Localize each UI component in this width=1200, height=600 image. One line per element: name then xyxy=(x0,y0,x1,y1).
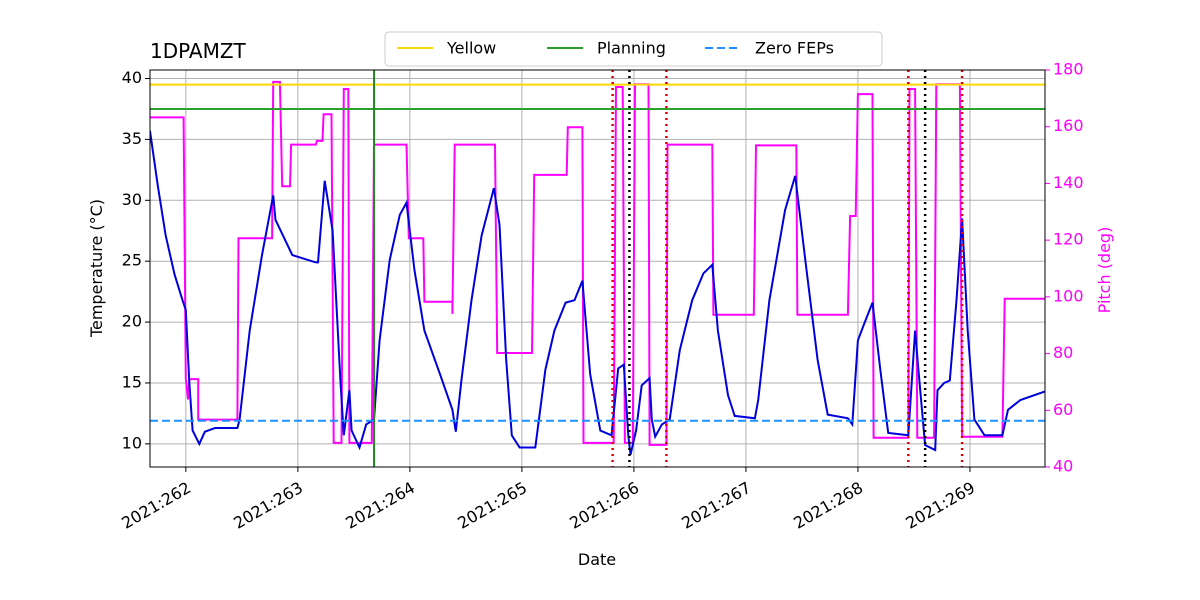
plot-area xyxy=(150,70,1045,467)
legend-label: Yellow xyxy=(446,39,496,58)
y-tick-label: 15 xyxy=(122,372,142,391)
y2-tick-label: 40 xyxy=(1053,457,1073,476)
x-tick-label: 2021:262 xyxy=(118,478,194,533)
plot-frame xyxy=(149,69,1046,468)
y2-tick-label: 120 xyxy=(1053,230,1084,249)
legend-box xyxy=(384,31,883,67)
y-tick-label: 30 xyxy=(122,190,142,209)
chart-title: 1DPAMZT xyxy=(150,39,247,63)
y2-tick-label: 100 xyxy=(1053,286,1084,305)
series-line xyxy=(150,80,1045,446)
x-axis-label: Date xyxy=(578,550,616,569)
y-tick-label: 25 xyxy=(122,251,142,270)
x-tick-label: 2021:266 xyxy=(566,478,642,533)
y2-tick-label: 160 xyxy=(1053,116,1084,135)
x-tick-label: 2021:267 xyxy=(678,478,754,533)
series-line xyxy=(150,130,1045,456)
x-tick-label: 2021:269 xyxy=(902,478,978,533)
y2-tick-label: 60 xyxy=(1053,400,1073,419)
y2-axis-label: Pitch (deg) xyxy=(1095,227,1114,314)
legend-label: Zero FEPs xyxy=(755,39,834,58)
x-tick-label: 2021:268 xyxy=(790,478,866,533)
x-tick-label: 2021:265 xyxy=(454,478,530,533)
y2-tick-label: 140 xyxy=(1053,173,1084,192)
y-tick-label: 20 xyxy=(122,312,142,331)
y-tick-label: 35 xyxy=(122,129,142,148)
x-tick-label: 2021:263 xyxy=(230,478,306,533)
y-axis-label: Temperature (°C) xyxy=(87,199,106,338)
y2-tick-label: 180 xyxy=(1053,60,1084,79)
legend-label: Planning xyxy=(597,39,666,58)
y-tick-label: 10 xyxy=(122,433,142,452)
y-tick-label: 40 xyxy=(122,68,142,87)
x-tick-label: 2021:264 xyxy=(342,478,418,533)
y2-tick-label: 80 xyxy=(1053,343,1073,362)
